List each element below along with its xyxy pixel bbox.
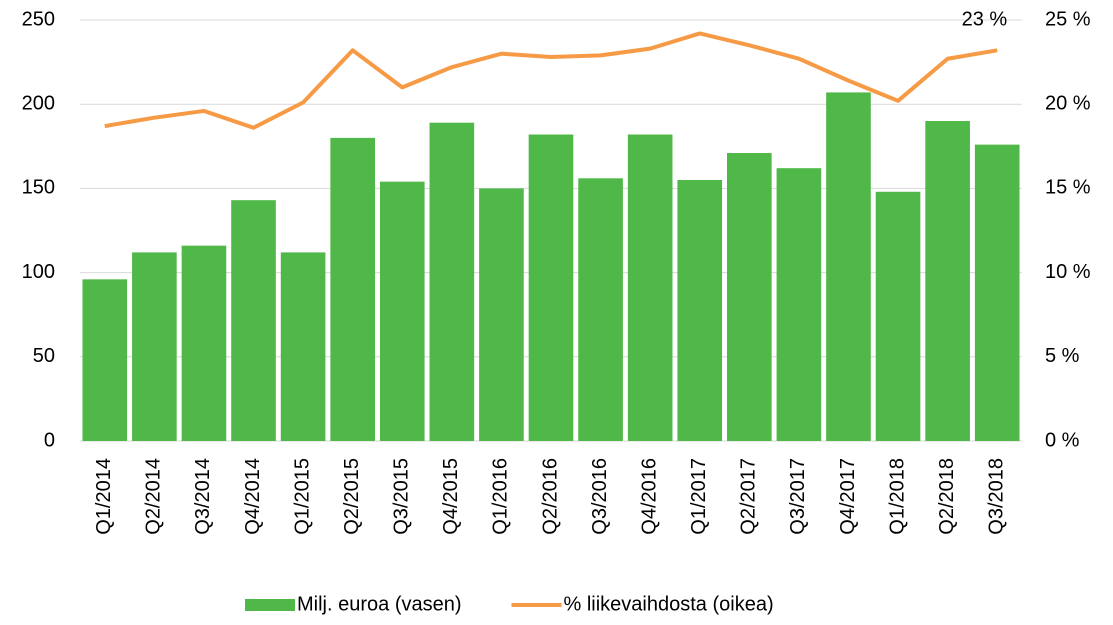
bar <box>181 245 227 441</box>
y2-tick-label: 10 % <box>1045 261 1091 283</box>
x-tick-label: Q3/2018 <box>985 458 1007 535</box>
y-tick-label: 150 <box>22 177 55 199</box>
x-tick-label: Q1/2014 <box>93 458 115 535</box>
bar <box>677 179 723 442</box>
y-tick-label: 50 <box>33 345 55 367</box>
y-tick-label: 100 <box>22 261 55 283</box>
bar <box>280 252 326 441</box>
x-tick-label: Q2/2016 <box>539 458 561 535</box>
bar <box>429 122 475 441</box>
bar <box>974 144 1020 441</box>
x-tick-label: Q2/2015 <box>341 458 363 535</box>
bar <box>330 137 375 441</box>
bar <box>231 200 276 441</box>
y2-tick-label: 0 % <box>1045 429 1080 451</box>
bar <box>627 134 673 441</box>
x-tick-label: Q4/2016 <box>638 458 660 535</box>
y2-tick-label: 5 % <box>1045 345 1080 367</box>
x-tick-label: Q1/2018 <box>886 458 908 535</box>
x-tick-label: Q2/2014 <box>143 458 165 535</box>
bar <box>826 92 871 442</box>
line <box>104 31 998 130</box>
y-tick-label: 0 <box>44 429 55 451</box>
bar <box>776 168 822 441</box>
bar <box>875 191 921 441</box>
x-tick-label: Q1/2017 <box>688 458 710 535</box>
x-tick-label: Q1/2015 <box>291 458 313 535</box>
y2-tick-label: 20 % <box>1045 92 1091 114</box>
x-tick-label: Q4/2017 <box>837 458 859 535</box>
x-tick-label: Q3/2017 <box>787 458 809 535</box>
y-tick-label: 200 <box>22 92 55 114</box>
x-tick-label: Q2/2017 <box>738 458 760 535</box>
bar <box>727 153 772 441</box>
x-tick-label: Q3/2015 <box>391 458 413 535</box>
x-tick-label: Q3/2016 <box>589 458 611 535</box>
annotation: 23 % <box>962 8 1008 30</box>
bar <box>479 188 524 441</box>
legend-label: Milj. euroa (vasen) <box>297 593 462 615</box>
bar <box>379 181 425 441</box>
bar <box>578 178 623 441</box>
y2-tick-label: 15 % <box>1045 177 1091 199</box>
x-tick-label: Q1/2016 <box>490 458 512 535</box>
legend-swatch <box>245 599 295 611</box>
x-tick-label: Q3/2014 <box>192 458 214 535</box>
x-tick-label: Q4/2014 <box>242 458 264 535</box>
bar <box>528 134 574 441</box>
legend-label: % liikevaihdosta (oikea) <box>564 593 774 615</box>
bar <box>82 279 128 441</box>
bar <box>132 252 177 441</box>
x-tick-label: Q4/2015 <box>440 458 462 535</box>
y2-tick-label: 25 % <box>1045 8 1091 30</box>
y-tick-label: 250 <box>22 8 55 30</box>
bar <box>925 121 970 441</box>
x-tick-label: Q2/2018 <box>936 458 958 535</box>
